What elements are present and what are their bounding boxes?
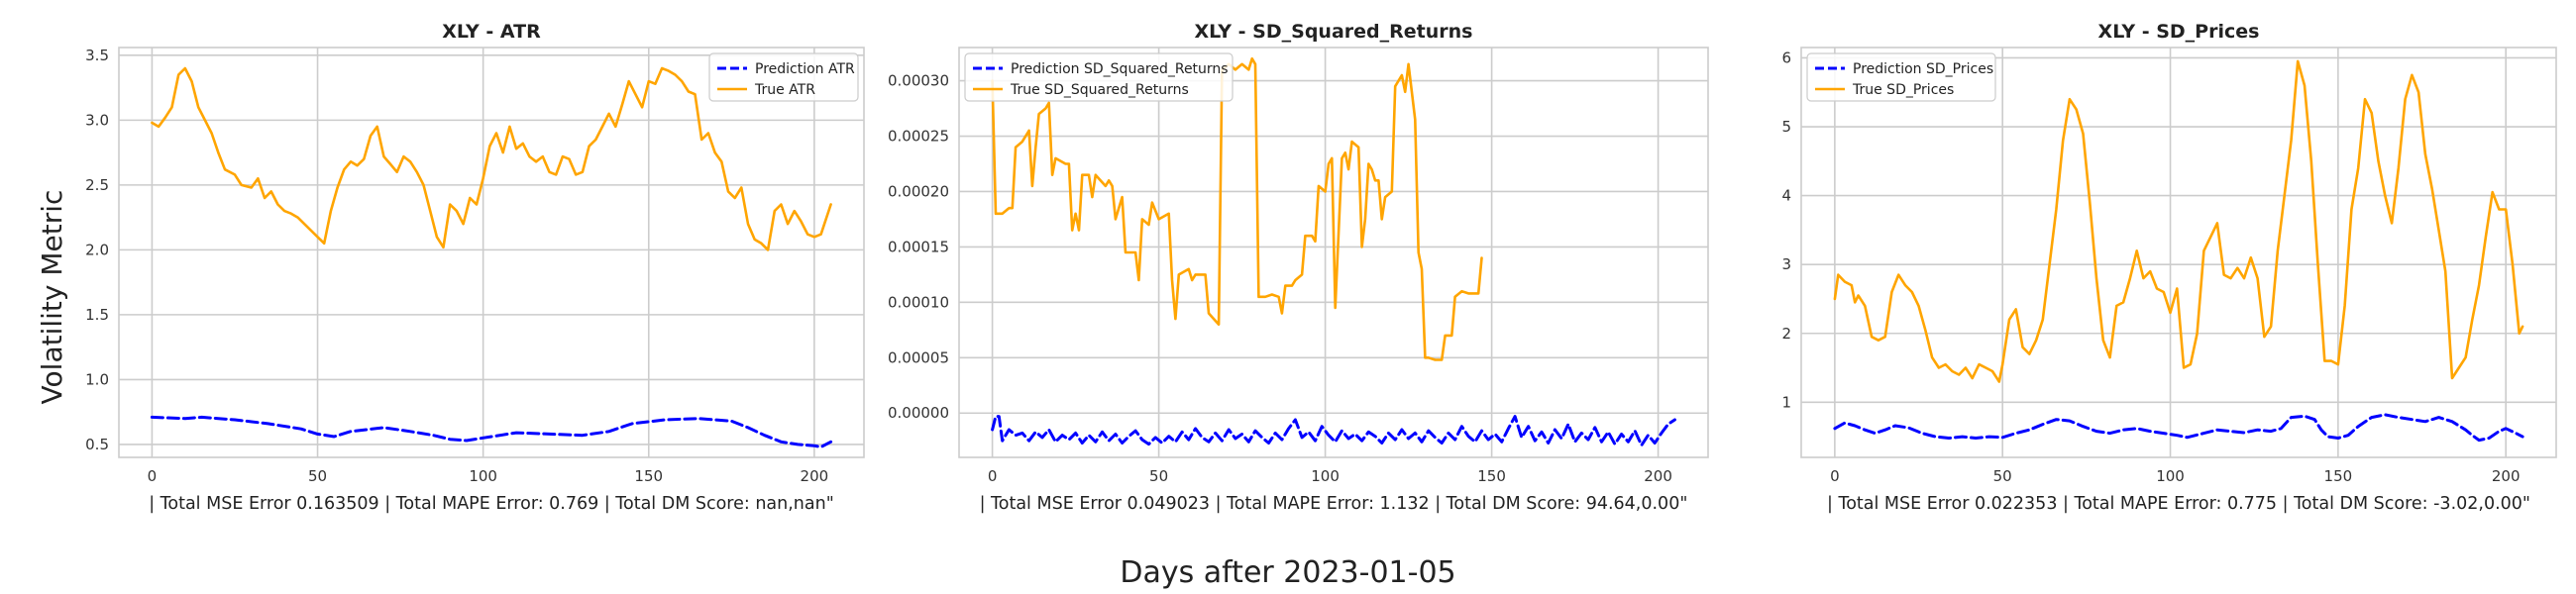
y-tick-label: 3.0 xyxy=(85,111,109,129)
legend-frame xyxy=(964,52,1234,102)
metrics-caption: | Total MSE Error 0.049023 | Total MAPE … xyxy=(980,494,1688,514)
y-tick-label: 3 xyxy=(1781,255,1791,273)
y-tick-label: 2 xyxy=(1781,325,1791,343)
y-tick-label: 0.00025 xyxy=(888,128,949,146)
legend: Prediction SD_Squared_Returns True SD_Squ… xyxy=(964,52,1234,102)
chart-title: XLY - ATR xyxy=(442,21,541,43)
figure-ylabel: Volatility Metric xyxy=(36,190,68,405)
legend-entry: True SD_Squared_Returns xyxy=(1010,82,1189,98)
y-tick-label: 2.5 xyxy=(85,176,109,194)
x-tick-label: 100 xyxy=(2156,467,2185,485)
chart-panel-atr: 0 50 100 150 200 0.5 1.0 1.5 2.0 2.5 3.0 3.5 XLY - A… xyxy=(85,21,865,514)
true-series-line xyxy=(1833,59,2524,383)
true-series-line xyxy=(151,66,832,251)
y-tick-label: 4 xyxy=(1781,187,1791,205)
x-tick-label: 150 xyxy=(1477,467,1506,485)
y-tick-label: 0.00030 xyxy=(888,72,949,90)
x-tick-label: 200 xyxy=(801,467,829,485)
y-tick-label: 2.0 xyxy=(85,241,109,258)
legend-entry: True ATR xyxy=(754,82,815,98)
legend: Prediction SD_Prices True SD_Prices xyxy=(1806,52,1996,102)
plot-frame xyxy=(118,47,865,458)
x-tick-label: 0 xyxy=(148,467,158,485)
plot-frame xyxy=(958,47,1709,458)
y-tick-label: 5 xyxy=(1781,118,1791,136)
prediction-series-line xyxy=(150,415,833,448)
y-tick-label: 0.00010 xyxy=(888,293,949,311)
x-tick-label: 100 xyxy=(469,467,497,485)
x-tick-label: 150 xyxy=(634,467,663,485)
chart-panel-sd-prices: 0 50 100 150 200 1 2 3 4 5 6 XLY - SD_Prices | Total… xyxy=(1781,21,2557,514)
chart-title: XLY - SD_Squared_Returns xyxy=(1195,21,1473,43)
x-tick-label: 50 xyxy=(1149,467,1168,485)
plot-frame xyxy=(1800,47,2557,458)
legend-entry: True SD_Prices xyxy=(1852,82,1954,98)
y-tick-label: 0.00005 xyxy=(888,348,949,366)
legend: Prediction ATR True ATR xyxy=(708,52,859,102)
y-tick-label: 0.5 xyxy=(85,436,109,453)
x-tick-label: 50 xyxy=(308,467,327,485)
metrics-caption: | Total MSE Error 0.163509 | Total MAPE … xyxy=(149,494,834,514)
x-tick-label: 100 xyxy=(1311,467,1340,485)
y-tick-label: 1.5 xyxy=(85,306,109,324)
y-tick-label: 1.0 xyxy=(85,370,109,388)
x-tick-label: 150 xyxy=(2324,467,2353,485)
x-tick-label: 200 xyxy=(1644,467,1672,485)
x-tick-label: 0 xyxy=(1830,467,1840,485)
y-tick-label: 3.5 xyxy=(85,47,109,64)
figure-xlabel: Days after 2023-01-05 xyxy=(1120,555,1455,590)
legend-entry: Prediction SD_Squared_Returns xyxy=(1011,61,1229,77)
x-tick-label: 50 xyxy=(1993,467,2012,485)
y-tick-label: 6 xyxy=(1781,49,1791,66)
y-tick-label: 0.00000 xyxy=(888,404,949,422)
x-tick-label: 200 xyxy=(2492,467,2521,485)
y-tick-label: 0.00015 xyxy=(888,238,949,255)
chart-title: XLY - SD_Prices xyxy=(2098,21,2260,43)
true-series-line xyxy=(991,56,1483,361)
legend-entry: Prediction ATR xyxy=(755,61,855,77)
legend-entry: Prediction SD_Prices xyxy=(1853,61,1993,77)
chart-panel-sd-squared-returns: 0 50 100 150 200 0.00000 0.00005 0.00010 0.00015… xyxy=(888,21,1709,514)
y-tick-label: 0.00020 xyxy=(888,182,949,200)
prediction-series-line xyxy=(1833,413,2524,443)
legend-frame xyxy=(1806,52,1996,102)
metrics-caption: | Total MSE Error 0.022353 | Total MAPE … xyxy=(1827,494,2530,514)
plot-area xyxy=(119,48,864,457)
prediction-series-line xyxy=(991,415,1676,447)
plot-area xyxy=(1801,48,2556,457)
y-tick-label: 1 xyxy=(1781,393,1791,411)
x-tick-label: 0 xyxy=(988,467,998,485)
